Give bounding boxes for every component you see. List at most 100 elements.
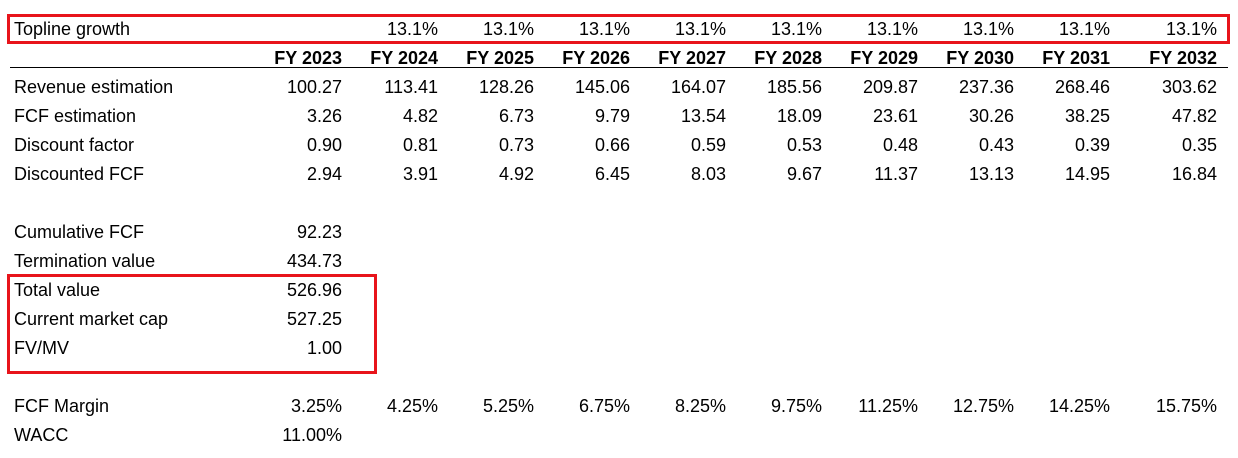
cell-value: 8.03 — [690, 164, 726, 184]
cumulative-fcf-row: Cumulative FCF 92.23 — [0, 218, 1238, 247]
year-header: FY 2023 — [274, 48, 342, 68]
cell-value: 0.35 — [1181, 135, 1217, 155]
cell-value: 11.37 — [874, 164, 918, 184]
cell-value: 5.25% — [482, 396, 534, 416]
cell-value: 11.25% — [858, 396, 918, 416]
cell-value: 0.81 — [402, 135, 438, 155]
topline-growth-value: 13.1% — [386, 19, 438, 39]
cell-value: 16.84 — [1171, 164, 1217, 184]
cell-value: 4.92 — [498, 164, 534, 184]
cell-value: 0.73 — [498, 135, 534, 155]
discounted-fcf-row: Discounted FCF 2.94 3.91 4.92 6.45 8.03 … — [0, 160, 1238, 189]
year-header: FY 2025 — [466, 48, 534, 68]
cell-value: 13.54 — [680, 106, 726, 126]
cell-value: 6.45 — [594, 164, 630, 184]
current-market-cap-row: Current market cap 527.25 — [0, 305, 1238, 334]
cell-value: 0.53 — [786, 135, 822, 155]
cell-value: 164.07 — [670, 77, 726, 97]
cell-value: 527.25 — [286, 309, 342, 329]
cell-value: 14.95 — [1064, 164, 1110, 184]
year-header-row: FY 2023 FY 2024 FY 2025 FY 2026 FY 2027 … — [0, 44, 1238, 73]
row-label: Total value — [14, 280, 101, 300]
cell-value: 15.75% — [1155, 396, 1217, 416]
cell-value: 9.79 — [594, 106, 630, 126]
cell-value: 38.25 — [1064, 106, 1110, 126]
cell-value: 4.25% — [386, 396, 438, 416]
row-label: Termination value — [14, 251, 156, 271]
topline-growth-value: 13.1% — [1058, 19, 1110, 39]
cell-value: 0.90 — [306, 135, 342, 155]
cell-value: 113.41 — [384, 77, 438, 97]
topline-growth-label: Topline growth — [14, 19, 131, 39]
cell-value: 30.26 — [968, 106, 1014, 126]
row-label: Discount factor — [14, 135, 135, 155]
header-divider — [10, 67, 1228, 68]
total-value-row: Total value 526.96 — [0, 276, 1238, 305]
cell-value: 100.27 — [286, 77, 342, 97]
topline-growth-value: 13.1% — [962, 19, 1014, 39]
cell-value: 209.87 — [862, 77, 918, 97]
year-header: FY 2029 — [850, 48, 918, 68]
cell-value: 13.13 — [968, 164, 1014, 184]
cell-value: 12.75% — [952, 396, 1014, 416]
topline-growth-value: 13.1% — [578, 19, 630, 39]
year-header: FY 2027 — [658, 48, 726, 68]
year-header: FY 2024 — [370, 48, 438, 68]
year-header: FY 2030 — [946, 48, 1014, 68]
cell-value: 237.36 — [958, 77, 1014, 97]
year-header: FY 2031 — [1042, 48, 1110, 68]
cell-value: 145.06 — [574, 77, 630, 97]
cell-value: 8.25% — [674, 396, 726, 416]
row-label: Cumulative FCF — [14, 222, 145, 242]
topline-growth-value: 13.1% — [770, 19, 822, 39]
row-label: FCF Margin — [14, 396, 110, 416]
cell-value: 268.46 — [1054, 77, 1110, 97]
revenue-estimation-row: Revenue estimation 100.27 113.41 128.26 … — [0, 73, 1238, 102]
topline-growth-value: 13.1% — [1165, 19, 1217, 39]
cell-value: 434.73 — [286, 251, 342, 271]
cell-value: 9.75% — [770, 396, 822, 416]
topline-growth-value: 13.1% — [674, 19, 726, 39]
cell-value: 47.82 — [1171, 106, 1217, 126]
row-label: FV/MV — [14, 338, 70, 358]
discount-factor-row: Discount factor 0.90 0.81 0.73 0.66 0.59… — [0, 131, 1238, 160]
cell-value: 9.67 — [786, 164, 822, 184]
topline-growth-value: 13.1% — [866, 19, 918, 39]
cell-value: 4.82 — [402, 106, 438, 126]
cell-value: 526.96 — [286, 280, 342, 300]
cell-value: 3.91 — [402, 164, 438, 184]
cell-value: 0.39 — [1074, 135, 1110, 155]
topline-highlight-box — [7, 14, 1230, 44]
year-header: FY 2032 — [1149, 48, 1217, 68]
row-label: Current market cap — [14, 309, 169, 329]
cell-value: 11.00% — [282, 425, 342, 445]
row-label: Revenue estimation — [14, 77, 174, 97]
year-header: FY 2026 — [562, 48, 630, 68]
cell-value: 3.25% — [290, 396, 342, 416]
row-label: FCF estimation — [14, 106, 137, 126]
fv-mv-row: FV/MV 1.00 — [0, 334, 1238, 363]
cell-value: 185.56 — [766, 77, 822, 97]
cell-value: 128.26 — [478, 77, 534, 97]
cell-value: 0.48 — [882, 135, 918, 155]
row-label: Discounted FCF — [14, 164, 145, 184]
row-label: WACC — [14, 425, 69, 445]
wacc-row: WACC 11.00% — [0, 421, 1238, 450]
fcf-estimation-row: FCF estimation 3.26 4.82 6.73 9.79 13.54… — [0, 102, 1238, 131]
topline-growth-value: 13.1% — [482, 19, 534, 39]
cell-value: 0.59 — [690, 135, 726, 155]
cell-value: 3.26 — [306, 106, 342, 126]
cell-value: 6.73 — [498, 106, 534, 126]
valuation-highlight-box — [7, 274, 377, 374]
cell-value: 0.43 — [978, 135, 1014, 155]
cell-value: 18.09 — [776, 106, 822, 126]
year-header: FY 2028 — [754, 48, 822, 68]
cell-value: 14.25% — [1048, 396, 1110, 416]
cell-value: 23.61 — [872, 106, 918, 126]
cell-value: 2.94 — [306, 164, 342, 184]
cell-value: 1.00 — [306, 338, 342, 358]
termination-value-row: Termination value 434.73 — [0, 247, 1238, 276]
fcf-margin-row: FCF Margin 3.25% 4.25% 5.25% 6.75% 8.25%… — [0, 392, 1238, 421]
cell-value: 0.66 — [594, 135, 630, 155]
cell-value: 92.23 — [296, 222, 342, 242]
